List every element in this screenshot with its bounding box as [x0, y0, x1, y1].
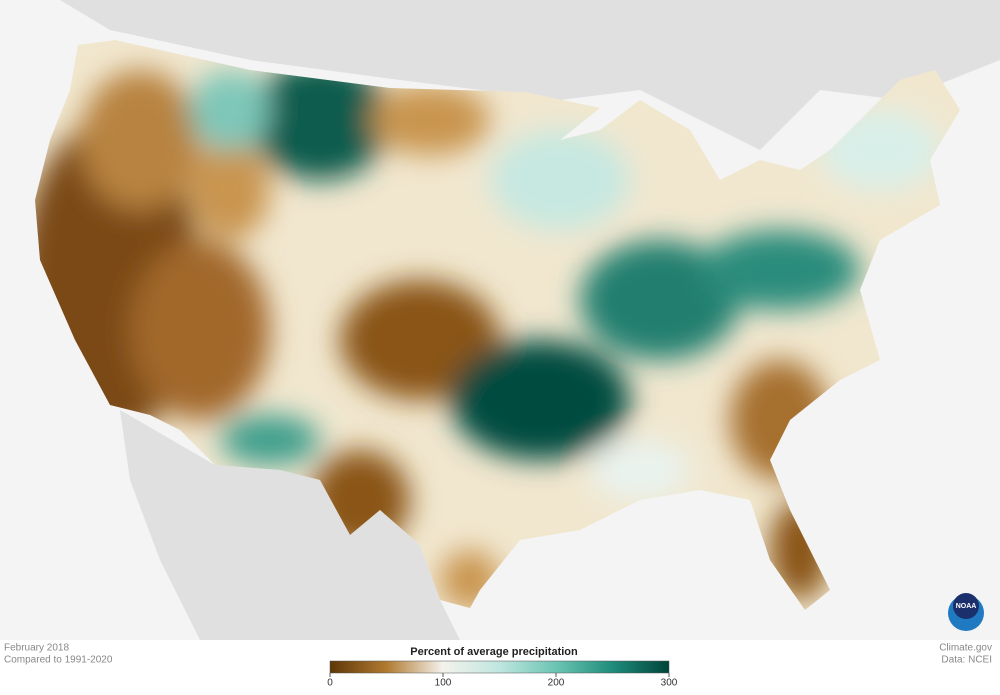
tick-label: 100 [435, 678, 452, 689]
caption-date: February 2018 [4, 643, 69, 654]
caption-baseline: Compared to 1991-2020 [4, 655, 113, 666]
legend-ticks: 0 100 200 300 [327, 673, 678, 689]
color-bar [329, 660, 670, 674]
logo-text: NOAA [956, 603, 977, 610]
legend-title: Percent of average precipitation [410, 646, 578, 658]
credit-site: Climate.gov [939, 643, 992, 654]
credit-source: Data: NCEI [941, 655, 992, 666]
noaa-logo: NOAA [948, 593, 984, 631]
mexico [120, 410, 460, 640]
tick-label: 200 [548, 678, 565, 689]
tick-label: 0 [327, 678, 333, 689]
canada [0, 0, 1000, 150]
tick-label: 300 [661, 678, 678, 689]
